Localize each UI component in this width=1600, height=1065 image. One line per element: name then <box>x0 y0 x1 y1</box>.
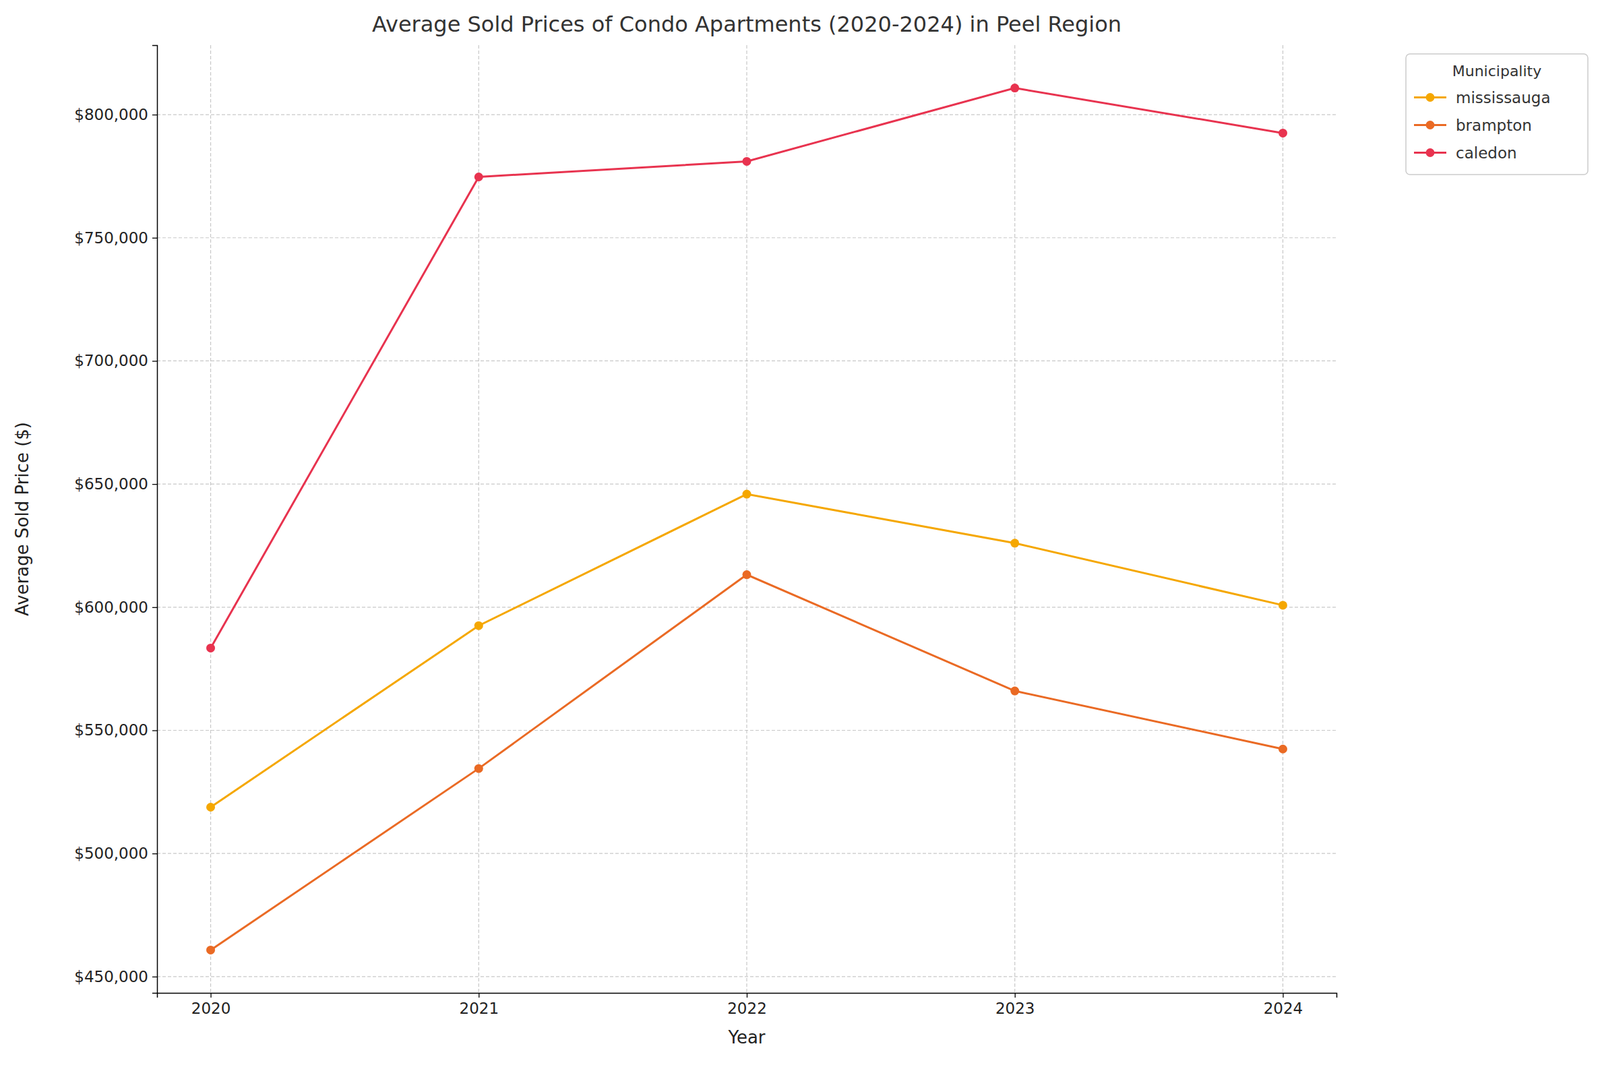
series-marker <box>474 172 484 182</box>
y-tick: $650,000 <box>74 475 158 493</box>
legend-frame <box>1405 53 1588 175</box>
tick-mark <box>478 992 480 998</box>
tick-mark <box>152 976 158 978</box>
tick-mark <box>1282 992 1284 998</box>
tick-mark <box>152 607 158 608</box>
y-tick: $600,000 <box>74 598 158 617</box>
tick-label: $750,000 <box>74 229 149 247</box>
series-marker <box>474 621 484 631</box>
axis-line <box>152 45 158 994</box>
y-tick: $700,000 <box>74 351 158 370</box>
series-line <box>210 494 1284 807</box>
legend-entry: caledon <box>1413 144 1518 162</box>
series-marker <box>742 157 752 166</box>
tick-label: $600,000 <box>74 598 149 617</box>
series-marker <box>1010 538 1020 548</box>
y-tick: $550,000 <box>74 721 158 739</box>
tick-mark <box>746 992 748 998</box>
y-tick: $500,000 <box>74 844 158 863</box>
series-line <box>210 574 1284 951</box>
tick-label: $500,000 <box>74 844 149 863</box>
legend-title: Municipality <box>1452 62 1543 80</box>
plot-area: $450,000 $500,000 $550,000 $600,000 $650,000… <box>74 45 1337 1018</box>
x-axis-title: Year <box>727 1027 765 1048</box>
legend-marker <box>1426 93 1435 102</box>
series-marker <box>206 643 215 653</box>
grid-line <box>157 853 1337 854</box>
tick-label: $550,000 <box>74 721 149 739</box>
legend-label: mississauga <box>1455 88 1551 107</box>
tick-label: $650,000 <box>74 475 149 493</box>
y-axis-title: Average Sold Price ($) <box>12 421 33 617</box>
series-marker <box>206 945 215 955</box>
tick-mark <box>152 483 158 485</box>
x-tick: 2021 <box>458 992 499 1018</box>
tick-label: 2024 <box>1263 999 1304 1018</box>
chart: $450,000 $500,000 $550,000 $600,000 $650,000… <box>0 0 1600 1065</box>
tick-label: 2020 <box>191 999 232 1018</box>
grid-line <box>157 975 1337 977</box>
chart-title: Average Sold Prices of Condo Apartments … <box>372 11 1122 38</box>
legend-label: brampton <box>1455 116 1532 135</box>
y-tick: $450,000 <box>74 967 158 986</box>
y-tick: $800,000 <box>74 105 158 124</box>
y-tick: $750,000 <box>74 229 158 247</box>
tick-label: $450,000 <box>74 967 149 986</box>
tick-mark <box>152 729 158 731</box>
tick-mark <box>210 992 211 998</box>
series-marker <box>742 489 752 499</box>
series-group <box>206 83 1288 955</box>
x-axis: 2020 2021 2022 2023 2024 <box>157 992 1338 1018</box>
series-marker <box>1278 744 1288 754</box>
x-tick: 2023 <box>995 992 1036 1018</box>
legend-entry: brampton <box>1413 116 1532 135</box>
tick-label: $700,000 <box>74 351 149 370</box>
series-marker <box>1278 128 1288 138</box>
tick-label: 2023 <box>995 999 1036 1018</box>
grid-line <box>746 45 747 993</box>
tick-label: 2022 <box>727 999 767 1018</box>
series-marker <box>1278 600 1288 610</box>
tick-mark <box>152 237 158 239</box>
tick-mark <box>1014 992 1016 998</box>
grid-line <box>1014 45 1015 993</box>
legend-marker <box>1426 120 1435 130</box>
x-tick: 2024 <box>1263 992 1304 1018</box>
legend-marker <box>1426 148 1435 158</box>
series-marker <box>742 570 752 579</box>
grid-line <box>478 45 480 993</box>
series-line <box>210 88 1284 649</box>
tick-mark <box>152 853 158 854</box>
grid-line <box>157 237 1337 238</box>
y-axis: $450,000 $500,000 $550,000 $600,000 $650,000… <box>74 45 158 994</box>
grid-line <box>1282 45 1284 993</box>
legend-label: caledon <box>1455 144 1518 162</box>
tick-mark <box>152 114 158 116</box>
x-tick: 2022 <box>727 992 767 1018</box>
series-marker <box>206 802 215 812</box>
series-marker <box>1010 83 1020 93</box>
grid-line <box>210 45 211 993</box>
series-marker <box>474 764 484 774</box>
tick-mark <box>152 360 158 362</box>
legend-entry: mississauga <box>1413 88 1551 107</box>
grid <box>157 45 1337 993</box>
x-tick: 2020 <box>191 992 232 1018</box>
tick-label: 2021 <box>458 999 499 1018</box>
axis-line <box>157 993 1338 999</box>
series-marker <box>1010 686 1020 696</box>
legend: Municipality mississauga brampton caledon <box>1405 53 1588 175</box>
grid-line <box>157 113 1337 115</box>
tick-label: $800,000 <box>74 105 149 124</box>
